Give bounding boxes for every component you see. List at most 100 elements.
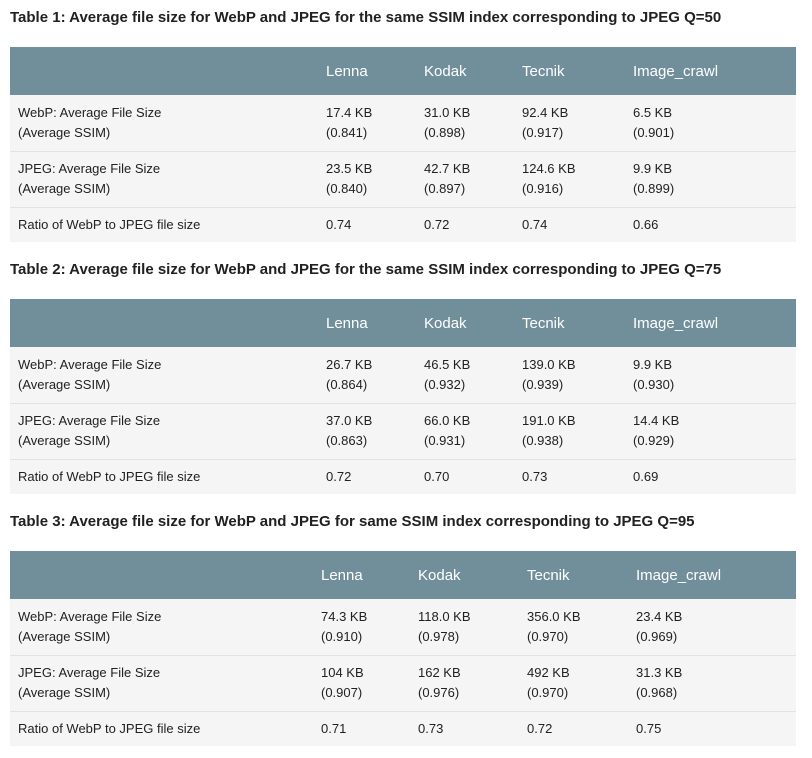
row-label-line1: WebP: Average File Size <box>18 104 162 120</box>
cell-image-crawl: 23.4 KB (0.969) <box>636 599 796 655</box>
cell-tecnik: 139.0 KB (0.939) <box>522 347 633 403</box>
header-tecnik: Tecnik <box>522 314 565 332</box>
size-value: 356.0 KB <box>527 608 581 624</box>
ratio-lenna: 0.72 <box>326 468 352 484</box>
row-label: WebP: Average File Size (Average SSIM) <box>10 95 326 151</box>
row-label-line1: WebP: Average File Size <box>18 608 162 624</box>
header-lenna: Lenna <box>326 314 368 332</box>
ssim-value: (0.931) <box>424 433 466 448</box>
row-label-line1: JPEG: Average File Size <box>18 161 161 176</box>
row-label: JPEG: Average File Size (Average SSIM) <box>10 403 326 459</box>
ssim-value: (0.899) <box>633 181 675 196</box>
size-value: 42.7 KB <box>424 161 471 176</box>
row-label-line2: (Average SSIM) <box>18 433 111 448</box>
header-kodak: Kodak <box>418 566 461 584</box>
cell-kodak: 42.7 KB (0.897) <box>424 151 522 207</box>
table-3-section: Table 3: Average file size for WebP and … <box>10 513 796 746</box>
ratio-kodak: 0.72 <box>424 216 450 232</box>
header-lenna: Lenna <box>326 62 368 80</box>
ratio-kodak: 0.73 <box>418 720 444 736</box>
header-empty-cell <box>10 299 326 347</box>
ssim-value: (0.901) <box>633 124 675 140</box>
row-label-line1: JPEG: Average File Size <box>18 665 161 680</box>
header-lenna: Lenna <box>321 566 363 584</box>
size-value: 492 KB <box>527 665 570 680</box>
cell-kodak: 31.0 KB (0.898) <box>424 95 522 151</box>
ssim-value: (0.969) <box>636 628 678 644</box>
ratio-lenna: 0.74 <box>326 216 352 232</box>
size-value: 66.0 KB <box>424 413 471 428</box>
size-value: 17.4 KB <box>326 104 373 120</box>
ssim-value: (0.840) <box>326 181 368 196</box>
size-value: 46.5 KB <box>424 356 471 372</box>
size-value: 104 KB <box>321 665 364 680</box>
cell-image-crawl: 14.4 KB (0.929) <box>633 403 796 459</box>
cell-lenna: 74.3 KB (0.910) <box>321 599 418 655</box>
ratio-label: Ratio of WebP to JPEG file size <box>18 720 201 736</box>
ssim-value: (0.917) <box>522 124 564 140</box>
size-value: 37.0 KB <box>326 413 373 428</box>
cell-image-crawl: 6.5 KB (0.901) <box>633 95 796 151</box>
row-label: WebP: Average File Size (Average SSIM) <box>10 599 321 655</box>
size-value: 9.9 KB <box>633 161 673 176</box>
ssim-value: (0.916) <box>522 181 564 196</box>
table-row-jpeg: JPEG: Average File Size (Average SSIM) 10… <box>10 655 796 711</box>
size-value: 74.3 KB <box>321 608 368 624</box>
size-value: 9.9 KB <box>633 356 673 372</box>
ssim-value: (0.863) <box>326 433 368 448</box>
table-1-section: Table 1: Average file size for WebP and … <box>10 9 796 242</box>
header-empty-cell <box>10 551 321 599</box>
cell-image-crawl: 9.9 KB (0.930) <box>633 347 796 403</box>
ratio-image-crawl: 0.66 <box>633 216 659 232</box>
cell-image-crawl: 9.9 KB (0.899) <box>633 151 796 207</box>
ssim-value: (0.930) <box>633 376 675 392</box>
header-tecnik: Tecnik <box>522 62 565 80</box>
header-image-crawl: Image_crawl <box>633 62 719 80</box>
row-label: JPEG: Average File Size (Average SSIM) <box>10 655 321 711</box>
header-tecnik: Tecnik <box>527 566 570 584</box>
size-value: 31.0 KB <box>424 104 471 120</box>
ssim-value: (0.910) <box>321 628 363 644</box>
row-label-line2: (Average SSIM) <box>18 181 111 196</box>
cell-lenna: 26.7 KB (0.864) <box>326 347 424 403</box>
ssim-value: (0.898) <box>424 124 466 140</box>
size-value: 162 KB <box>418 665 461 680</box>
size-value: 124.6 KB <box>522 161 576 176</box>
ssim-value: (0.907) <box>321 685 363 700</box>
row-label-line1: JPEG: Average File Size <box>18 413 161 428</box>
table-2-section: Table 2: Average file size for WebP and … <box>10 261 796 494</box>
table-1-header-row: Lenna Kodak Tecnik Image_crawl <box>10 47 796 95</box>
cell-tecnik: 191.0 KB (0.938) <box>522 403 633 459</box>
ssim-value: (0.939) <box>522 376 564 392</box>
ssim-value: (0.841) <box>326 124 368 140</box>
table-3-title: Table 3: Average file size for WebP and … <box>10 513 695 530</box>
ratio-image-crawl: 0.69 <box>633 468 659 484</box>
ratio-image-crawl: 0.75 <box>636 720 662 736</box>
header-empty-cell <box>10 47 326 95</box>
table-2-header-row: Lenna Kodak Tecnik Image_crawl <box>10 299 796 347</box>
table-2-title: Table 2: Average file size for WebP and … <box>10 261 722 278</box>
cell-kodak: 46.5 KB (0.932) <box>424 347 522 403</box>
header-kodak: Kodak <box>424 62 467 80</box>
ratio-tecnik: 0.72 <box>527 720 553 736</box>
size-value: 23.5 KB <box>326 161 373 176</box>
size-value: 191.0 KB <box>522 413 576 428</box>
cell-kodak: 162 KB (0.976) <box>418 655 527 711</box>
cell-lenna: 17.4 KB (0.841) <box>326 95 424 151</box>
row-label-line2: (Average SSIM) <box>18 685 111 700</box>
cell-lenna: 23.5 KB (0.840) <box>326 151 424 207</box>
ratio-label: Ratio of WebP to JPEG file size <box>18 468 201 484</box>
size-value: 139.0 KB <box>522 356 576 372</box>
table-row-webp: WebP: Average File Size (Average SSIM) 74… <box>10 599 796 655</box>
size-value: 6.5 KB <box>633 104 673 120</box>
row-label-line2: (Average SSIM) <box>18 124 111 140</box>
row-label-line2: (Average SSIM) <box>18 376 111 392</box>
row-label: WebP: Average File Size (Average SSIM) <box>10 347 326 403</box>
ratio-kodak: 0.70 <box>424 468 450 484</box>
header-kodak: Kodak <box>424 314 467 332</box>
ratio-lenna: 0.71 <box>321 720 347 736</box>
cell-image-crawl: 31.3 KB (0.968) <box>636 655 796 711</box>
cell-tecnik: 492 KB (0.970) <box>527 655 636 711</box>
row-label-line2: (Average SSIM) <box>18 628 111 644</box>
